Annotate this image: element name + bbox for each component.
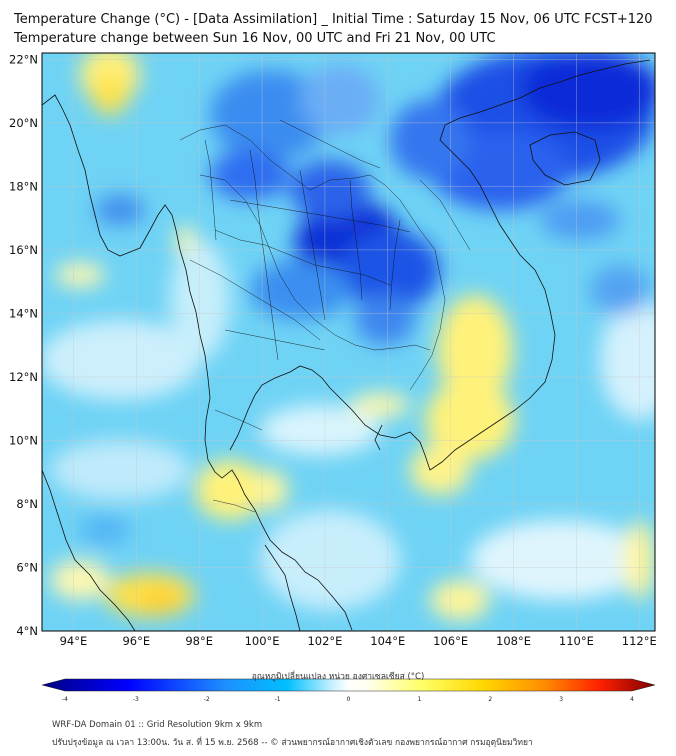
temperature-field — [42, 53, 655, 631]
colorbar-tick-label: 2 — [488, 696, 492, 703]
lon-label: 104°E — [370, 634, 405, 648]
lat-label: 20°N — [9, 116, 38, 130]
lat-label: 12°N — [9, 370, 38, 384]
lon-label: 106°E — [433, 634, 468, 648]
colorbar-tick-label: 4 — [630, 696, 634, 703]
lon-label: 98°E — [185, 634, 213, 648]
longitude-labels: 94°E 96°E 98°E 100°E 102°E 104°E 106°E 108°E 110… — [60, 634, 657, 648]
lat-label: 4°N — [16, 624, 38, 638]
colorbar-tick-label: 1 — [417, 696, 421, 703]
lon-label: 102°E — [307, 634, 342, 648]
colorbar-tick-label: -2 — [204, 696, 210, 703]
colorbar-tick-label: 0 — [347, 696, 351, 703]
lat-label: 22°N — [9, 52, 38, 66]
chart-subtitle: Temperature change between Sun 16 Nov, 0… — [14, 31, 496, 46]
colorbar: -4 -3 -2 -1 0 1 2 3 4 — [41, 678, 656, 703]
colorbar-tick-label: -3 — [133, 696, 139, 703]
colorbar-label: อุณหภูมิเปลี่ยนแปลง หน่วย องศาเซลเซียส (… — [251, 672, 425, 682]
lat-label: 8°N — [16, 497, 38, 511]
admin-borders — [179, 119, 471, 513]
lon-label: 94°E — [60, 634, 88, 648]
map-frame — [41, 52, 656, 632]
lat-label: 10°N — [9, 433, 38, 447]
lon-label: 112°E — [622, 634, 657, 648]
colorbar-tick-label: -1 — [275, 696, 281, 703]
lat-label: 14°N — [9, 306, 38, 320]
lon-label: 96°E — [122, 634, 150, 648]
lon-label: 108°E — [496, 634, 531, 648]
coastline — [42, 59, 651, 631]
footer-model-info: WRF-DA Domain 01 :: Grid Resolution 9km … — [52, 720, 263, 730]
latitude-labels: 22°N 20°N 18°N 16°N 14°N 12°N 10°N 8°N 6°N 4°N — [9, 52, 38, 638]
graticule — [42, 53, 655, 631]
lon-label: 100°E — [245, 634, 280, 648]
chart-title: Temperature Change (°C) - [Data Assimila… — [14, 12, 653, 27]
lat-label: 18°N — [9, 179, 38, 193]
lon-label: 110°E — [559, 634, 594, 648]
lat-label: 6°N — [16, 560, 38, 574]
colorbar-tick-label: 3 — [559, 696, 563, 703]
colorbar-tick-label: -4 — [62, 696, 68, 703]
lat-label: 16°N — [9, 243, 38, 257]
footer-credit: ปรับปรุงข้อมูล ณ เวลา 13:00น. วัน ส. ที่… — [52, 738, 533, 748]
